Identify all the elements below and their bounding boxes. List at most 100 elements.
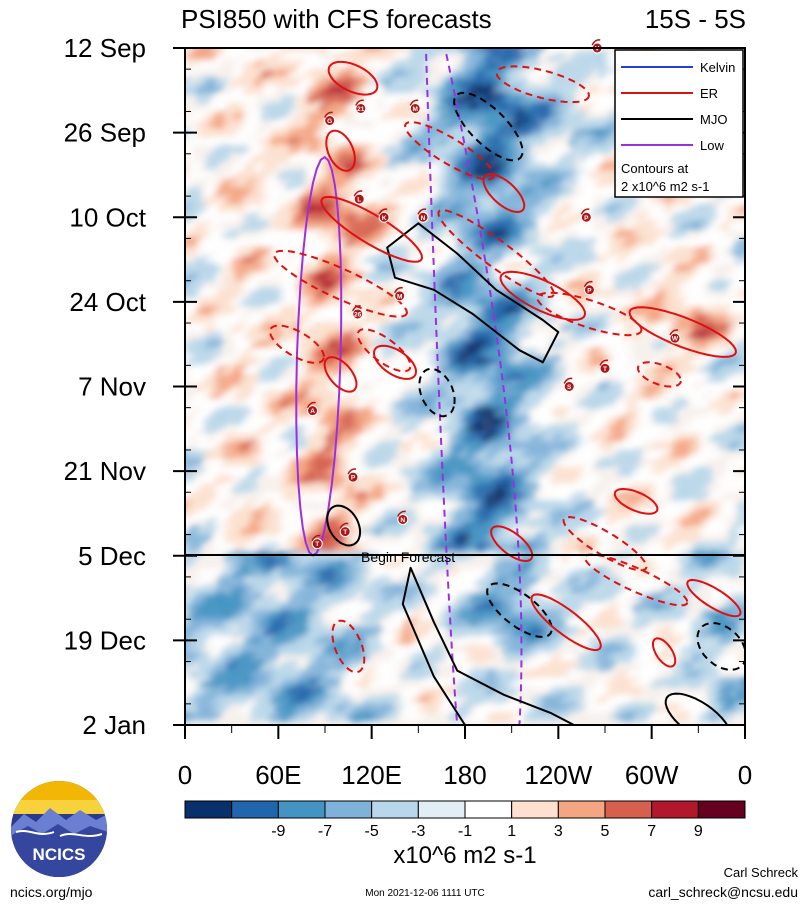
forecast-label: Begin Forecast <box>361 549 455 565</box>
colorbar-tick-label: 3 <box>554 823 563 840</box>
x-tick-label: 120W <box>524 760 592 790</box>
mjo-contour <box>664 692 729 725</box>
storm-marker: T <box>599 359 611 374</box>
er-contour <box>325 129 356 172</box>
er-contour <box>490 525 534 562</box>
storm-marker-dot <box>311 538 323 550</box>
storm-marker-tail <box>306 401 316 409</box>
storm-marker-tail <box>353 190 363 197</box>
storm-marker-dot <box>599 362 611 374</box>
storm-marker-dot <box>417 211 429 223</box>
storm-marker-label: T <box>343 529 347 536</box>
storm-marker-dot <box>347 471 359 483</box>
y-axis: 12 Sep 26 Sep 10 Oct 24 Oct 7 Nov 21 Nov 5 Dec… <box>64 33 745 740</box>
er-contour <box>495 65 590 104</box>
storm-marker-label: P <box>584 215 589 222</box>
colorbar-swatch <box>324 800 373 819</box>
storm-marker-label: T <box>603 366 607 373</box>
colorbar: -9 -7 -5 -3 -1 1 3 5 7 9 <box>184 800 746 840</box>
x-tick-label: 0 <box>738 760 752 790</box>
storm-marker-label: S <box>567 384 572 391</box>
storm-marker-label: N <box>400 517 405 524</box>
colorbar-swatch <box>371 800 419 819</box>
er-contour <box>482 173 526 213</box>
storm-marker-tail <box>409 99 419 106</box>
y-tick-label: 7 Nov <box>78 372 146 402</box>
website-label: ncics.org/mjo <box>10 884 93 900</box>
storm-marker: L <box>353 190 365 205</box>
legend: Kelvin ER MJO Low Contours at 2 x10^6 m2 s-… <box>614 49 744 198</box>
storm-marker-tail <box>397 510 406 517</box>
colorbar-tick-label: -3 <box>411 823 425 840</box>
storm-marker: N <box>397 510 409 525</box>
er-contour <box>499 270 586 321</box>
storm-marker: 26 <box>351 305 364 320</box>
colorbar-tick-label: 1 <box>507 823 516 840</box>
storm-marker: N <box>417 208 429 223</box>
er-contour <box>327 60 379 96</box>
storm-marker-tail <box>347 468 357 475</box>
er-contour <box>562 516 648 572</box>
colorbar-tick-label: -9 <box>271 823 285 840</box>
colorbar-tick-label: 9 <box>694 823 703 840</box>
er-contour <box>404 121 495 181</box>
y-tick-label: 12 Sep <box>64 33 146 63</box>
email-label: carl_schreck@ncsu.edu <box>648 884 798 900</box>
storm-marker-dot <box>355 102 367 114</box>
er-contour <box>437 209 555 298</box>
legend-box <box>614 49 744 198</box>
er-contour <box>652 637 677 668</box>
legend-label-er: ER <box>700 86 718 101</box>
storm-marker: M <box>409 99 421 114</box>
storm-marker-tail <box>355 99 364 106</box>
mjo-contour <box>418 367 456 418</box>
storm-markers: G 21 M L K N P 26 M P W T S A P T N T V <box>306 39 681 550</box>
storm-marker-dot <box>378 211 390 223</box>
storm-marker-dot <box>563 381 575 392</box>
y-tick-label: 26 Sep <box>64 118 146 148</box>
y-tick-label: 10 Oct <box>69 202 146 232</box>
y-tick-label: 5 Dec <box>78 541 146 571</box>
storm-marker-dot <box>409 102 421 114</box>
legend-label-kelvin: Kelvin <box>700 60 735 75</box>
er-contour <box>637 361 682 388</box>
storm-marker-label: M <box>397 293 402 300</box>
storm-marker-dot <box>669 332 681 344</box>
y-tick-label: 24 Oct <box>69 287 146 317</box>
storm-marker-dot <box>307 405 319 417</box>
x-tick-label: 60E <box>255 760 301 790</box>
mjo-contour <box>326 504 362 547</box>
colorbar-swatch <box>277 800 326 819</box>
storm-marker: T <box>311 534 323 550</box>
colorbar-tick-label: 5 <box>601 823 610 840</box>
storm-marker: G <box>323 111 336 127</box>
colorbar-unit-label: x10^6 m2 s-1 <box>393 842 536 869</box>
colorbar-swatch <box>604 800 653 819</box>
er-contour <box>530 593 602 652</box>
mjo-contour <box>453 91 524 162</box>
storm-marker-label: P <box>587 287 592 294</box>
storm-marker-tail <box>339 522 349 529</box>
storm-marker-dot <box>339 526 351 538</box>
wave-contours <box>269 53 745 725</box>
storm-marker-tail <box>599 359 609 366</box>
storm-marker: P <box>580 208 592 223</box>
ncics-logo: NCICS <box>11 781 107 877</box>
storm-marker-tail <box>417 208 427 215</box>
storm-marker: W <box>669 329 681 344</box>
storm-marker: S <box>563 377 575 392</box>
mjo-contour <box>386 222 560 364</box>
colorbar-swatch <box>697 800 746 819</box>
er-contour <box>273 249 408 318</box>
author-label: Carl Schreck <box>724 865 799 880</box>
colorbar-swatch <box>417 800 466 819</box>
storm-marker-label: G <box>327 118 332 125</box>
storm-marker-label: P <box>351 475 356 482</box>
colorbar-swatch <box>231 800 279 819</box>
x-axis: 0 60E 120E 180 120W 60W 0 <box>178 725 752 790</box>
legend-label-low: Low <box>700 138 724 153</box>
low-contour-dashed <box>445 53 523 725</box>
storm-marker-dot <box>324 115 336 127</box>
low-contour <box>295 156 343 557</box>
storm-marker: 21 <box>355 99 367 114</box>
